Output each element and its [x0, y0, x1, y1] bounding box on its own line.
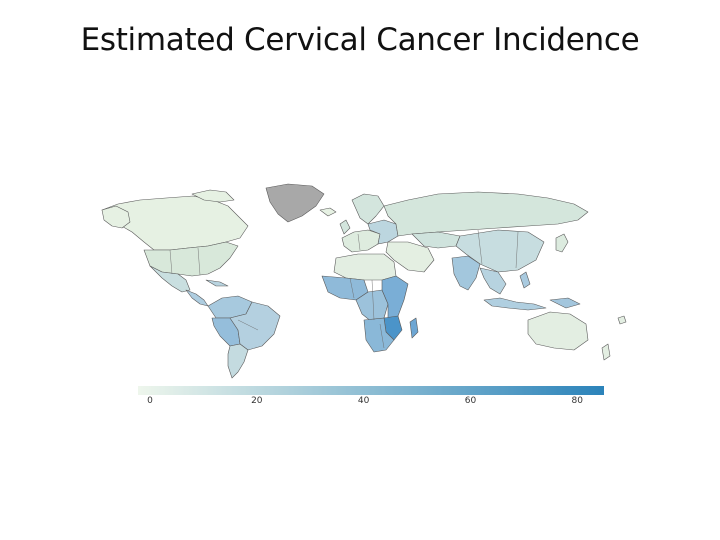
slide-title: Estimated Cervical Cancer Incidence	[80, 22, 640, 58]
legend-tick-40: 40	[357, 396, 370, 406]
world-choropleth-map	[88, 180, 648, 380]
region-philippines	[519, 271, 531, 289]
region-india	[451, 255, 481, 291]
region-uk	[339, 219, 351, 235]
region-madagascar	[409, 317, 419, 339]
region-russia	[383, 191, 589, 237]
region-pacific-islands	[617, 315, 627, 325]
region-australia	[527, 311, 589, 351]
region-scandinavia	[351, 193, 385, 225]
region-central-africa	[355, 289, 389, 323]
region-iceland	[319, 207, 337, 217]
region-new-zealand	[601, 343, 611, 361]
region-middle-east	[385, 241, 435, 273]
region-southeast-asia	[479, 267, 507, 295]
region-mongolia-china	[455, 229, 545, 273]
region-brazil	[229, 301, 281, 351]
legend-tick-80: 80	[571, 396, 584, 406]
legend-tick-0: 0	[147, 396, 153, 406]
region-greenland	[265, 183, 325, 223]
region-indonesia	[483, 297, 547, 311]
region-alaska	[101, 205, 131, 229]
region-southern-africa	[363, 317, 395, 353]
region-southern-cone	[227, 343, 249, 379]
region-papua	[549, 297, 581, 309]
region-north-africa	[333, 253, 397, 281]
world-map-svg	[101, 183, 627, 379]
legend-tick-20: 20	[251, 396, 263, 406]
region-caribbean	[205, 279, 229, 287]
legend-tick-60: 60	[464, 396, 477, 406]
legend-color-bar	[138, 386, 604, 395]
region-japan	[555, 233, 569, 253]
region-canada	[101, 195, 249, 251]
region-canadian-islands	[191, 189, 235, 203]
region-mexico	[149, 265, 191, 293]
legend-tick-labels: 0 20 40 60 80	[138, 396, 604, 410]
region-western-europe	[341, 229, 381, 253]
region-central-america	[185, 289, 209, 307]
